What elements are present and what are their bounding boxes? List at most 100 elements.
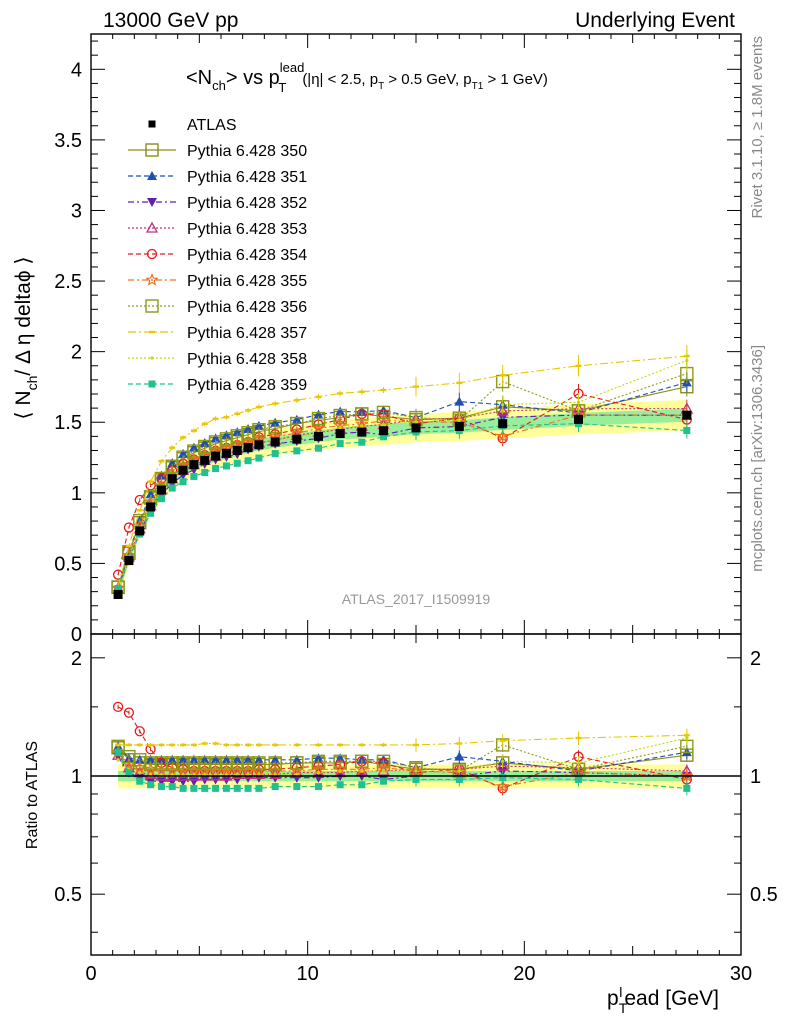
ratio-y-tick-label: 2 [71, 648, 82, 670]
ratio-point [167, 754, 178, 764]
ratio-point [158, 743, 165, 747]
main-data-point [682, 410, 692, 420]
legend-marker [148, 380, 156, 388]
main-point [255, 454, 263, 462]
ylabel-part-c: / Δ η deltaϕ ⟩ [12, 256, 35, 375]
main-point [685, 358, 689, 363]
main-data-point [243, 443, 253, 453]
main-data-point [156, 485, 166, 495]
ratio-point [358, 781, 366, 789]
main-plot-frame: 0 0.5 1 1.5 2 2.5 3 3.5 4 [54, 33, 742, 646]
legend-label: Pythia 6.428 352 [187, 195, 307, 212]
main-data-point [574, 414, 583, 424]
main-y-tick-label: 0 [71, 624, 82, 646]
main-point [190, 429, 197, 432]
main-point [355, 407, 369, 421]
main-point [212, 465, 220, 473]
main-data-point [498, 419, 508, 429]
ratio-point [313, 753, 324, 763]
ratio-point [683, 784, 691, 792]
ratio-point [315, 743, 322, 747]
main-point [168, 484, 176, 492]
ratio-point [180, 743, 187, 747]
rivet-label: Rivet 3.1.10, ≥ 1.8M events [749, 36, 766, 219]
ratio-point [198, 756, 212, 770]
main-data-point [135, 526, 145, 536]
main-point [291, 414, 302, 424]
legend-label: Pythia 6.428 350 [187, 143, 307, 160]
ratio-point [230, 756, 244, 770]
ratio-point [157, 783, 165, 791]
main-point [358, 438, 366, 446]
ratio-point [112, 701, 124, 713]
legend-label: ATLAS [187, 117, 237, 134]
main-point [180, 436, 187, 439]
ratio-point [133, 753, 147, 767]
legend-marker [145, 221, 159, 233]
ratio-point [223, 743, 230, 747]
main-point [208, 435, 223, 449]
ratio-point [222, 784, 230, 792]
ratio-point [257, 772, 261, 776]
ratio-point [316, 771, 321, 775]
legend-entry: Pythia 6.428 359 [128, 377, 307, 394]
ratio-point [412, 775, 420, 783]
ratio-point [201, 784, 209, 792]
main-point [188, 442, 199, 452]
main-data-point [379, 426, 388, 436]
main-point [201, 422, 208, 426]
ratio-point [268, 756, 282, 770]
ratio-point [188, 754, 199, 764]
main-series-layer [111, 344, 694, 599]
ratio-point [454, 751, 465, 761]
main-point [233, 459, 241, 467]
ratio-point [138, 771, 142, 775]
x-axis-label: pTlead [GeV] [607, 984, 719, 1016]
ylabel-part-b: ch [24, 376, 40, 391]
legend-label: Pythia 6.428 356 [187, 299, 307, 316]
main-point [230, 429, 244, 443]
ratio-point [337, 743, 344, 747]
ratio-point [272, 743, 279, 747]
main-point [232, 427, 243, 437]
ratio-point [680, 768, 694, 782]
main-point [456, 381, 463, 385]
main-data-series [113, 410, 692, 599]
main-data-point [411, 423, 421, 433]
main-point [454, 396, 465, 406]
ratio-point [360, 769, 364, 773]
main-point [575, 364, 582, 367]
ratio-point [380, 777, 387, 785]
main-data-point [292, 434, 302, 444]
main-point [683, 426, 691, 434]
legend-label: Pythia 6.428 353 [187, 221, 307, 238]
ratio-point [147, 781, 155, 789]
ratio-point [311, 754, 326, 769]
legend-label: Pythia 6.428 355 [187, 273, 307, 290]
main-point [381, 423, 386, 427]
ratio-point [187, 756, 201, 770]
ratio-point [234, 743, 241, 747]
ratio-point [116, 758, 120, 762]
main-point [123, 522, 135, 533]
main-y-tick-label: 4 [71, 59, 82, 81]
ratio-y-tick-label-right: 1 [750, 766, 761, 788]
main-y-tick-label: 1 [71, 483, 82, 505]
ratio-point [125, 769, 133, 777]
main-data-point [221, 448, 231, 458]
main-point [156, 473, 167, 484]
main-point [272, 402, 279, 405]
legend-marker [149, 330, 155, 334]
ratio-point [233, 784, 241, 792]
main-point [501, 403, 505, 407]
ratio-point [159, 772, 164, 776]
ratio-point [291, 754, 302, 764]
main-point [333, 408, 347, 423]
main-point [165, 459, 179, 473]
legend-entry: Pythia 6.428 354 [128, 247, 307, 264]
ylabel-part-a: ⟨ N [12, 390, 35, 419]
ratio-point [210, 754, 221, 764]
ratio-point [273, 772, 277, 776]
ratio-point [271, 783, 279, 791]
main-point [376, 405, 391, 420]
